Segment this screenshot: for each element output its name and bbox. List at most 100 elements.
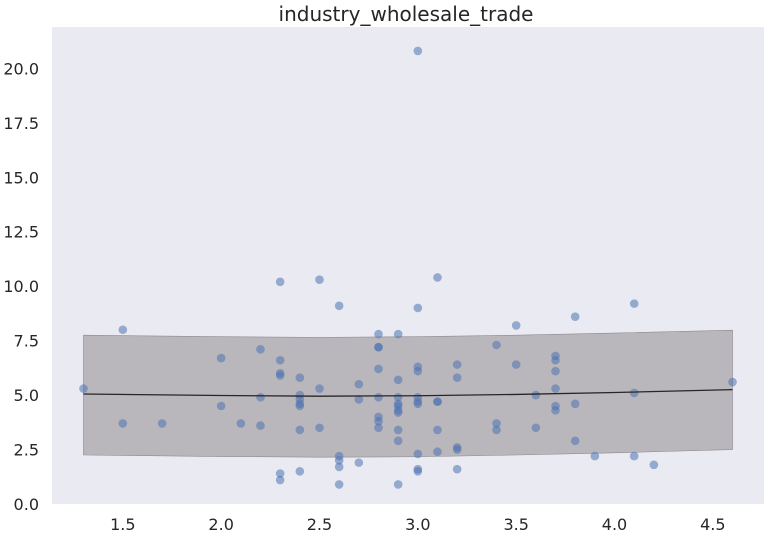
- data-point: [393, 408, 403, 417]
- data-point: [216, 353, 226, 363]
- data-point: [492, 425, 501, 435]
- data-point: [275, 475, 285, 485]
- data-point: [334, 462, 344, 472]
- data-point: [551, 355, 560, 365]
- data-point: [551, 406, 560, 415]
- data-point: [492, 419, 501, 428]
- data-point: [256, 345, 265, 354]
- y-tick-label: 17.5: [3, 114, 39, 133]
- data-point: [452, 445, 462, 454]
- data-point: [452, 373, 462, 382]
- data-point: [551, 384, 560, 393]
- data-point: [393, 375, 403, 385]
- data-point: [393, 329, 403, 339]
- data-point: [295, 401, 305, 411]
- data-point: [393, 436, 403, 446]
- data-point: [413, 366, 423, 376]
- data-point: [452, 464, 462, 474]
- data-point: [256, 392, 265, 402]
- y-axis-ticks: 0.0 2.5 5.0 7.5 10.0 12.5 15.0 17.5 20.0: [3, 59, 39, 514]
- y-tick-label: 0.0: [14, 495, 39, 514]
- data-point: [413, 46, 423, 56]
- data-point: [374, 342, 383, 352]
- data-point: [492, 340, 501, 350]
- data-point: [275, 371, 285, 380]
- data-point: [374, 364, 383, 374]
- x-tick-label: 4.5: [700, 515, 725, 534]
- data-point: [570, 436, 580, 446]
- data-point: [433, 273, 442, 282]
- points-layer: [79, 46, 737, 489]
- data-point: [236, 419, 246, 428]
- data-point: [256, 421, 265, 430]
- data-point: [315, 384, 324, 393]
- x-tick-label: 2.0: [208, 515, 233, 534]
- x-tick-label: 3.0: [405, 515, 430, 534]
- confidence-band: [83, 329, 733, 458]
- data-point: [354, 458, 364, 467]
- y-tick-label: 10.0: [3, 277, 39, 296]
- data-point: [433, 447, 442, 457]
- data-point: [374, 423, 383, 433]
- x-tick-label: 4.0: [602, 515, 627, 534]
- y-tick-label: 12.5: [3, 223, 39, 242]
- data-point: [374, 416, 383, 426]
- y-tick-label: 15.0: [3, 168, 39, 187]
- y-tick-label: 7.5: [14, 332, 39, 351]
- x-axis-ticks: 1.5 2.0 2.5 3.0 3.5 4.0 4.5: [110, 515, 726, 534]
- data-point: [315, 275, 324, 284]
- data-point: [570, 312, 580, 321]
- data-point: [295, 467, 305, 476]
- data-point: [433, 425, 442, 435]
- data-point: [79, 384, 88, 393]
- data-point: [590, 451, 600, 461]
- data-point: [551, 366, 560, 376]
- data-point: [374, 392, 383, 402]
- data-point: [433, 397, 442, 406]
- data-point: [118, 325, 128, 335]
- data-point: [531, 423, 541, 433]
- data-point: [354, 379, 364, 389]
- data-point: [511, 321, 521, 330]
- data-point: [157, 419, 167, 428]
- data-point: [649, 460, 659, 470]
- data-point: [629, 451, 639, 461]
- confidence-band-layer: [83, 329, 733, 458]
- data-point: [413, 303, 423, 313]
- data-point: [531, 390, 541, 400]
- data-point: [413, 449, 423, 459]
- data-point: [374, 329, 383, 339]
- data-point: [393, 425, 403, 435]
- data-point: [295, 373, 305, 382]
- data-point: [413, 467, 423, 476]
- data-point: [728, 377, 737, 387]
- chart-title: industry_wholesale_trade: [279, 2, 534, 26]
- y-tick-label: 5.0: [14, 386, 39, 405]
- trend-line: [83, 389, 733, 397]
- data-point: [393, 480, 403, 489]
- data-point: [393, 392, 403, 402]
- x-tick-label: 2.5: [307, 515, 332, 534]
- data-point: [275, 469, 285, 478]
- x-tick-label: 3.5: [503, 515, 528, 534]
- data-point: [413, 399, 423, 409]
- data-point: [295, 425, 305, 435]
- y-tick-label: 2.5: [14, 441, 39, 460]
- data-point: [629, 299, 639, 308]
- data-point: [216, 401, 226, 411]
- data-point: [334, 480, 344, 489]
- data-point: [315, 423, 324, 433]
- data-point: [511, 360, 521, 369]
- x-tick-label: 1.5: [110, 515, 135, 534]
- data-point: [570, 399, 580, 409]
- trend-line-layer: [83, 389, 733, 397]
- data-point: [275, 277, 285, 287]
- data-point: [334, 456, 344, 465]
- data-point: [629, 388, 639, 398]
- data-point: [118, 419, 128, 428]
- data-point: [354, 395, 364, 404]
- data-point: [452, 360, 462, 369]
- data-point: [334, 301, 344, 311]
- y-tick-label: 20.0: [3, 59, 39, 78]
